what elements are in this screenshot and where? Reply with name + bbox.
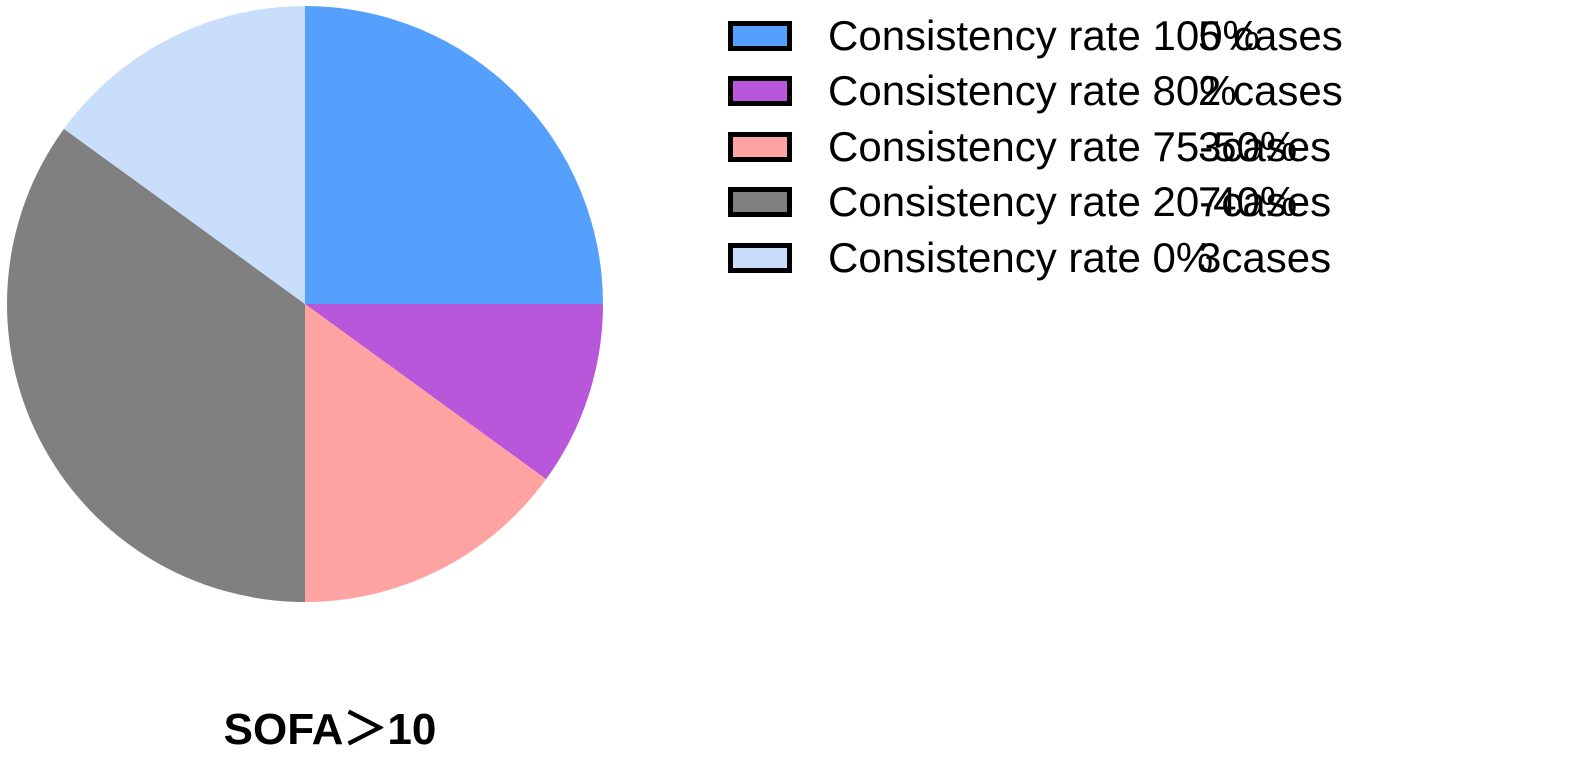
legend-label: Consistency rate 100% (828, 11, 1260, 59)
legend-count: 3cases (1198, 233, 1332, 281)
pie-slice-3 (6, 128, 306, 602)
legend-swatch (728, 242, 792, 273)
legend-count: 2 cases (1198, 67, 1343, 115)
legend-swatch (728, 131, 792, 162)
legend-item-0: Consistency rate 0% 3cases (728, 230, 1343, 286)
legend-swatch (728, 20, 792, 51)
pie-slice-1 (305, 304, 603, 480)
legend-item-20-40: Consistency rate 20-40% 7cases (728, 175, 1343, 231)
legend-swatch (728, 187, 792, 218)
legend-count: 7cases (1198, 178, 1332, 226)
legend-item-100: Consistency rate 100% 5 cases (728, 8, 1343, 64)
chart-title: SOFA＞10 (223, 705, 437, 754)
legend-item-80: Consistency rate 80% 2 cases (728, 64, 1343, 120)
legend-swatch (728, 76, 792, 107)
pie-slice-2 (305, 304, 547, 602)
legend-label: Consistency rate 20-40% (828, 178, 1298, 226)
legend-label: Consistency rate 75-50% (828, 122, 1298, 170)
legend-label: Consistency rate 80% (828, 67, 1237, 115)
pie-slice-4 (63, 6, 305, 304)
pie-slice-0 (305, 6, 603, 304)
legend-label: Consistency rate 0% (828, 233, 1214, 281)
legend-count: 5 cases (1198, 11, 1343, 59)
legend-count: 3cases (1198, 122, 1332, 170)
pie-chart (6, 6, 603, 602)
legend-item-75-50: Consistency rate 75-50% 3cases (728, 119, 1343, 175)
legend: Consistency rate 100% 5 cases Consistenc… (728, 8, 1343, 286)
